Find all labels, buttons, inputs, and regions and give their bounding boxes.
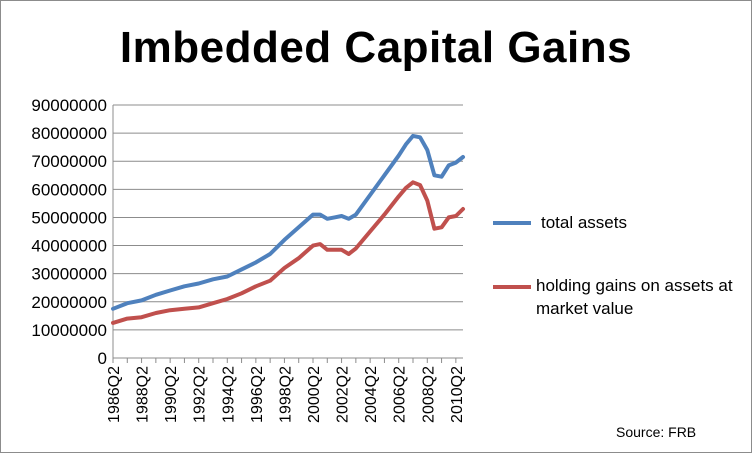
x-tick-label-4: 1994Q2 — [220, 366, 237, 423]
y-tick-label-9: 90000000 — [31, 96, 107, 115]
x-tick-label-5: 1996Q2 — [249, 366, 266, 423]
y-tick-label-3: 30000000 — [31, 265, 107, 284]
y-tick-label-5: 50000000 — [31, 208, 107, 227]
legend-label-holding-gains: holding gains on assets at market value — [536, 276, 733, 318]
y-tick-label-7: 70000000 — [31, 152, 107, 171]
x-tick-label-6: 1998Q2 — [277, 366, 294, 423]
legend-label-total-assets: total assets — [541, 213, 627, 232]
series-line-0 — [111, 133, 465, 311]
x-tick-label-1: 1988Q2 — [135, 366, 152, 423]
legend-swatch-holding-gains — [493, 285, 531, 289]
y-tick-label-0: 0 — [98, 349, 107, 368]
series-line-1 — [111, 180, 465, 325]
x-tick-label-7: 2000Q2 — [306, 366, 323, 423]
x-tick-label-10: 2006Q2 — [392, 366, 409, 423]
legend-swatch-total-assets — [493, 221, 531, 225]
y-tick-label-4: 40000000 — [31, 237, 107, 256]
x-tick-label-11: 2008Q2 — [420, 366, 437, 423]
chart-title: Imbedded Capital Gains — [119, 23, 633, 72]
x-tick-label-3: 1992Q2 — [192, 366, 209, 423]
y-tick-label-8: 80000000 — [31, 124, 107, 143]
y-tick-label-1: 10000000 — [31, 321, 107, 340]
source-note: Source: FRB — [616, 424, 697, 440]
x-tick-label-2: 1990Q2 — [163, 366, 180, 423]
y-tick-label-2: 20000000 — [31, 293, 107, 312]
x-tick-label-9: 2004Q2 — [363, 366, 380, 423]
x-tick-label-12: 2010Q2 — [449, 366, 466, 423]
x-tick-label-8: 2002Q2 — [335, 366, 352, 423]
y-tick-label-6: 60000000 — [31, 180, 107, 199]
x-tick-label-0: 1986Q2 — [106, 366, 123, 423]
